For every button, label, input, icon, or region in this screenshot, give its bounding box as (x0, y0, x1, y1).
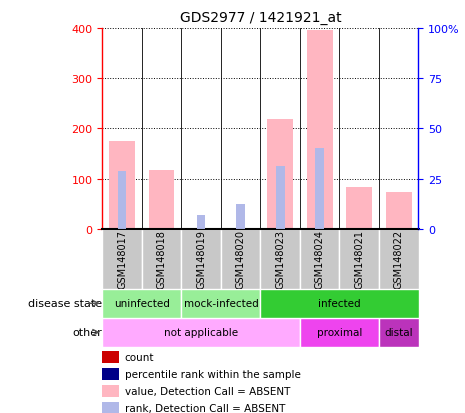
Text: infected: infected (318, 299, 361, 309)
Bar (102, 385, 119, 397)
Bar (149, 170, 174, 229)
Bar (267, 120, 293, 229)
Title: GDS2977 / 1421921_at: GDS2977 / 1421921_at (179, 11, 341, 25)
Text: other: other (73, 328, 102, 337)
Bar (102, 402, 119, 413)
Bar (102, 318, 300, 347)
Bar (379, 318, 418, 347)
Text: value, Detection Call = ABSENT: value, Detection Call = ABSENT (125, 386, 290, 396)
Bar (102, 289, 181, 318)
Text: GSM148024: GSM148024 (315, 230, 325, 289)
Bar (109, 142, 135, 229)
Bar (142, 229, 181, 289)
Text: disease state: disease state (28, 299, 102, 309)
Text: GSM148018: GSM148018 (157, 230, 166, 289)
Bar (102, 351, 119, 363)
Text: GSM148021: GSM148021 (354, 230, 364, 289)
Bar (102, 229, 142, 289)
Bar (346, 188, 372, 229)
Bar (300, 318, 379, 347)
Bar (260, 289, 418, 318)
Text: GSM148019: GSM148019 (196, 230, 206, 289)
Bar (260, 229, 300, 289)
Bar (197, 216, 206, 229)
Text: uninfected: uninfected (114, 299, 170, 309)
Bar (181, 229, 221, 289)
Bar (339, 229, 379, 289)
Bar (386, 192, 412, 229)
Bar (307, 31, 332, 229)
Bar (181, 289, 260, 318)
Text: GSM148023: GSM148023 (275, 230, 285, 289)
Bar (118, 172, 126, 229)
Text: rank, Detection Call = ABSENT: rank, Detection Call = ABSENT (125, 404, 285, 413)
Bar (300, 229, 339, 289)
Text: percentile rank within the sample: percentile rank within the sample (125, 369, 300, 379)
Bar (315, 149, 324, 229)
Text: proximal: proximal (317, 328, 362, 337)
Text: mock-infected: mock-infected (184, 299, 258, 309)
Bar (102, 368, 119, 380)
Text: not applicable: not applicable (164, 328, 238, 337)
Bar (236, 204, 245, 229)
Bar (221, 229, 260, 289)
Text: GSM148022: GSM148022 (394, 230, 404, 289)
Bar (276, 166, 285, 229)
Text: distal: distal (385, 328, 413, 337)
Text: count: count (125, 352, 154, 362)
Text: GSM148020: GSM148020 (236, 230, 246, 289)
Bar (379, 229, 418, 289)
Text: GSM148017: GSM148017 (117, 230, 127, 289)
